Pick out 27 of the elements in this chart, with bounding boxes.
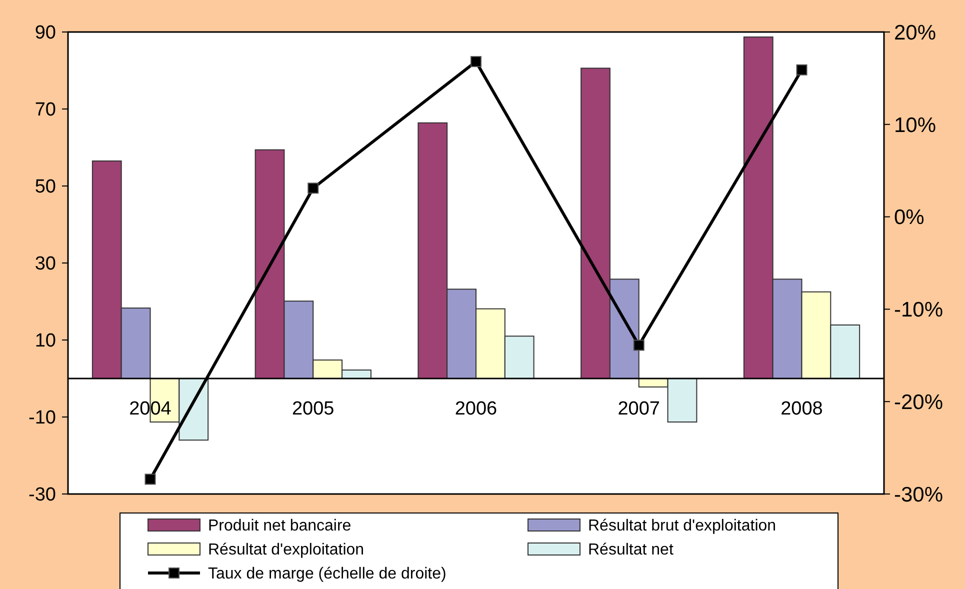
y-tick-label: 10 xyxy=(34,330,56,352)
y-tick-label: 90 xyxy=(34,22,56,44)
y-tick-label: 50 xyxy=(34,176,56,198)
y2-tick-label: -10% xyxy=(894,298,944,322)
y2-tick-label: 10% xyxy=(894,114,936,137)
legend-label: Résultat d'exploitation xyxy=(208,542,364,559)
x-tick-label: 2008 xyxy=(780,398,823,420)
point xyxy=(470,56,482,68)
legend-label: Résultat brut d'exploitation xyxy=(588,518,776,535)
legend-label: Produit net bancaire xyxy=(208,518,352,535)
point xyxy=(308,182,319,194)
point xyxy=(796,64,808,76)
y2-tick-label: -30% xyxy=(894,483,944,506)
point xyxy=(633,340,644,351)
y2-tick-label: -20% xyxy=(894,390,944,414)
y-tick-label: 30 xyxy=(34,254,56,275)
y-tick-label: -30 xyxy=(28,484,56,506)
point xyxy=(144,474,156,485)
x-tick-label: 2006 xyxy=(454,398,498,420)
y-tick-label: 70 xyxy=(34,100,56,121)
y2-tick-label: 0% xyxy=(894,206,924,230)
x-tick-label: 2007 xyxy=(618,398,660,420)
y2-tick-label: 20% xyxy=(894,21,936,44)
x-tick-label: 2005 xyxy=(292,398,334,420)
legend-label: Taux de marge (échelle de droite) xyxy=(208,566,446,583)
y-tick-label: -10 xyxy=(28,408,56,429)
legend-label: Résultat net xyxy=(588,542,674,559)
